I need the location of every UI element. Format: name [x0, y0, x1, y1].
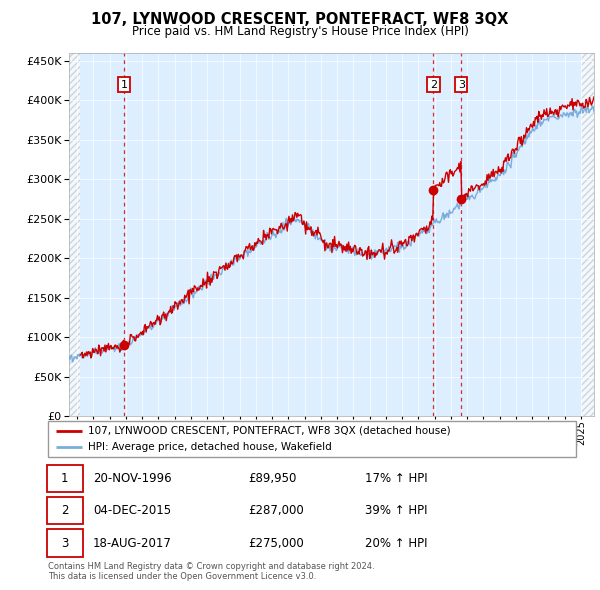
Text: 20% ↑ HPI: 20% ↑ HPI — [365, 536, 427, 550]
Text: 20-NOV-1996: 20-NOV-1996 — [93, 471, 172, 485]
Text: 1: 1 — [121, 80, 128, 90]
FancyBboxPatch shape — [47, 529, 83, 557]
Text: £287,000: £287,000 — [248, 504, 304, 517]
Bar — [69, 53, 80, 416]
Text: 107, LYNWOOD CRESCENT, PONTEFRACT, WF8 3QX: 107, LYNWOOD CRESCENT, PONTEFRACT, WF8 3… — [91, 12, 509, 27]
Text: £89,950: £89,950 — [248, 471, 297, 485]
FancyBboxPatch shape — [47, 464, 83, 492]
Text: £275,000: £275,000 — [248, 536, 304, 550]
Text: 17% ↑ HPI: 17% ↑ HPI — [365, 471, 427, 485]
Text: HPI: Average price, detached house, Wakefield: HPI: Average price, detached house, Wake… — [88, 442, 331, 453]
Text: Price paid vs. HM Land Registry's House Price Index (HPI): Price paid vs. HM Land Registry's House … — [131, 25, 469, 38]
Text: Contains HM Land Registry data © Crown copyright and database right 2024.
This d: Contains HM Land Registry data © Crown c… — [48, 562, 374, 581]
Text: 107, LYNWOOD CRESCENT, PONTEFRACT, WF8 3QX (detached house): 107, LYNWOOD CRESCENT, PONTEFRACT, WF8 3… — [88, 425, 450, 435]
Text: 39% ↑ HPI: 39% ↑ HPI — [365, 504, 427, 517]
Text: 3: 3 — [458, 80, 465, 90]
Text: 2: 2 — [61, 504, 68, 517]
Text: 04-DEC-2015: 04-DEC-2015 — [93, 504, 171, 517]
Text: 1: 1 — [61, 471, 68, 485]
Bar — [581, 53, 594, 416]
Text: 2: 2 — [430, 80, 437, 90]
Text: 18-AUG-2017: 18-AUG-2017 — [93, 536, 172, 550]
Text: 3: 3 — [61, 536, 68, 550]
FancyBboxPatch shape — [47, 497, 83, 525]
